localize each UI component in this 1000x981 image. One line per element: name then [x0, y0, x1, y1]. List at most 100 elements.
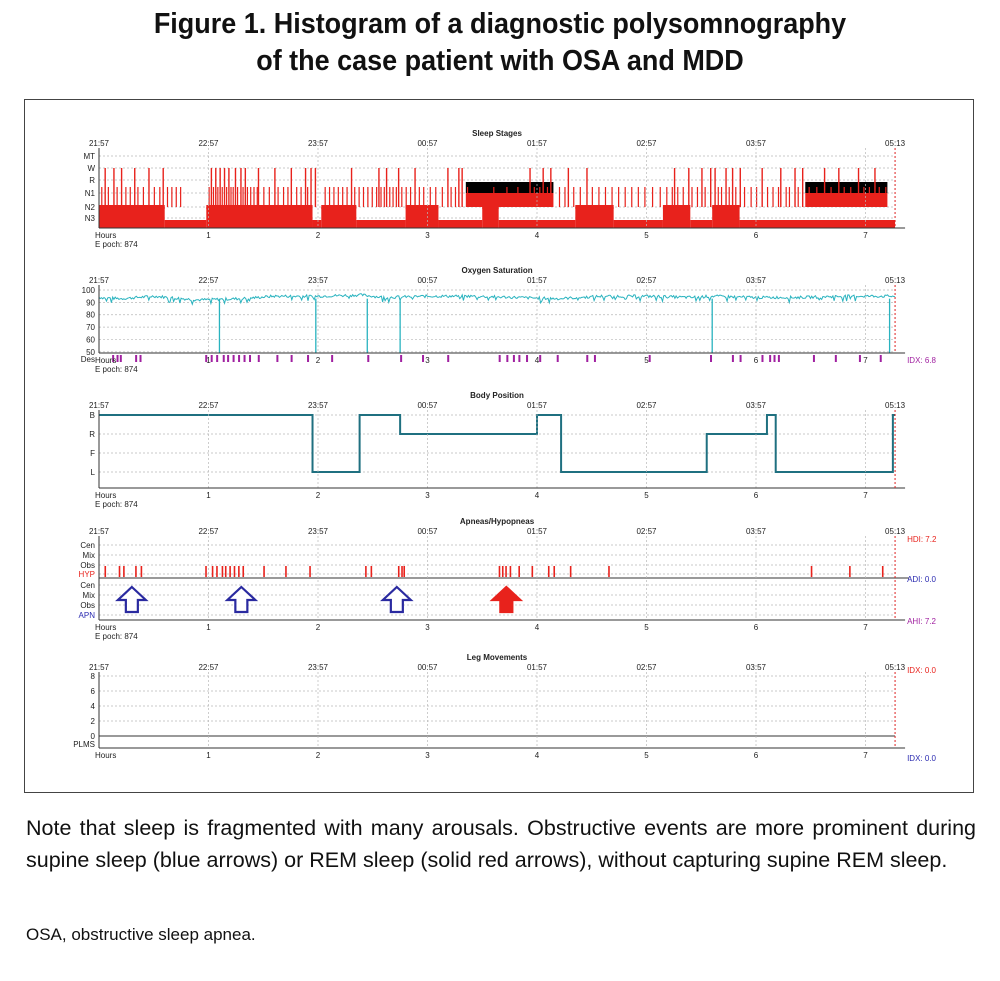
desaturation-event: [238, 355, 241, 362]
n1-arousal-spike: [166, 187, 169, 207]
stage-label: N3: [85, 214, 96, 223]
desaturation-event: [812, 355, 815, 362]
wake-arousal-spike: [104, 168, 106, 207]
desaturation-event: [119, 355, 122, 362]
desat-index-label: IDX: 6.8: [907, 356, 936, 365]
n1-arousal-spike: [450, 187, 452, 207]
clock-tick-label: 23:57: [308, 663, 329, 672]
hyp-row-label: Cen: [80, 541, 95, 550]
clock-tick-label: 01:57: [527, 663, 548, 672]
n1-arousal-spike: [125, 187, 127, 207]
n1-arousal-spike: [101, 187, 103, 207]
position-label: R: [89, 430, 95, 439]
hour-tick-label: 6: [754, 356, 759, 365]
wake-arousal-spike: [304, 168, 307, 207]
apn-row-label: APN: [79, 611, 96, 620]
hypopnea-event: [569, 566, 572, 577]
clock-tick-label: 03:57: [746, 527, 767, 536]
n1-arousal-spike: [671, 187, 673, 207]
clock-tick-label: 03:57: [746, 139, 767, 148]
n2-sleep-block: [690, 220, 713, 228]
n1-arousal-spike: [743, 187, 746, 207]
rem-red-arrow: [489, 585, 524, 614]
hypopnea-event: [123, 566, 125, 577]
n2-sleep-block: [164, 220, 207, 228]
n1-arousal-spike: [409, 187, 412, 207]
n1-arousal-spike: [253, 187, 255, 207]
hour-tick-label: 1: [206, 491, 211, 500]
n1-arousal-spike: [651, 187, 654, 207]
desaturation-event: [879, 355, 882, 362]
n1-arousal-spike: [405, 187, 407, 207]
clock-tick-label: 00:57: [417, 401, 438, 410]
n1-arousal-spike: [358, 187, 360, 207]
n1-arousal-spike: [242, 187, 244, 207]
desaturation-event: [506, 355, 509, 362]
hour-tick-label: 5: [644, 623, 649, 632]
clock-tick-label: 00:57: [417, 139, 438, 148]
n1-arousal-spike: [221, 187, 223, 207]
hour-tick-label: 1: [206, 356, 211, 365]
figure-title-line-1: Figure 1. Histogram of a diagnostic poly…: [153, 8, 847, 40]
desaturation-event: [422, 355, 425, 362]
clock-tick-label: 23:57: [308, 276, 329, 285]
n2-sleep-block: [312, 220, 322, 228]
rem-red-underfill: [805, 193, 888, 207]
hour-tick-label: 7: [863, 491, 868, 500]
hour-tick-label: 4: [535, 356, 540, 365]
leg-tick-label: 0: [91, 732, 96, 741]
polysomnography-histogram-frame: MT W R N1 N2 N3 Sleep Stages 21:57 22:57 23:57 00:…: [24, 99, 974, 793]
n1-arousal-spike: [333, 187, 335, 207]
hypopnea-event: [553, 566, 556, 577]
spo2-tick-label: 90: [86, 298, 95, 307]
wake-arousal-spike: [223, 168, 226, 207]
n1-arousal-spike: [756, 187, 758, 207]
wake-arousal-spike: [162, 168, 164, 207]
hour-tick-label: 5: [644, 231, 649, 240]
n1-arousal-spike: [217, 187, 219, 207]
wake-arousal-spike: [120, 168, 123, 207]
n2-boundary-bar: [405, 205, 439, 209]
n1-arousal-spike: [691, 187, 693, 207]
figure-title-line-2: of the case patient with OSA and MDD: [256, 45, 744, 77]
wake-arousal-spike: [290, 168, 293, 207]
n1-arousal-spike: [659, 187, 661, 207]
n1-arousal-spike: [171, 187, 173, 207]
leg-tick-label: 8: [91, 672, 96, 681]
hypopnea-event: [216, 566, 218, 577]
wake-arousal-spike: [761, 168, 763, 207]
epoch-label: E poch: 874: [95, 240, 138, 249]
desaturation-event: [586, 355, 589, 362]
wake-arousal-spike: [113, 168, 115, 207]
rem-period-bar: [465, 182, 554, 193]
n1-arousal-spike: [142, 187, 144, 207]
n1-arousal-spike: [392, 187, 394, 207]
n1-arousal-spike: [720, 187, 723, 207]
clock-tick-label: 21:57: [89, 276, 110, 285]
wake-arousal-spike: [458, 168, 460, 207]
hour-tick-label: 6: [754, 231, 759, 240]
figure-title: Figure 1. Histogram of a diagnostic poly…: [35, 6, 965, 80]
hour-tick-label: 1: [206, 231, 211, 240]
n1-arousal-spike: [362, 187, 365, 207]
desaturation-event: [777, 355, 780, 362]
wake-arousal-spike: [838, 168, 840, 207]
hypopnea-event: [211, 566, 214, 577]
wake-arousal-spike: [874, 168, 876, 207]
spo2-tick-label: 50: [86, 348, 95, 357]
wake-arousal-spike: [228, 168, 230, 207]
hypopnea-event: [118, 566, 121, 577]
n1-arousal-spike: [797, 187, 799, 207]
n2-sleep-block: [613, 220, 663, 228]
hour-tick-label: 3: [425, 491, 430, 500]
wake-arousal-spike: [714, 168, 716, 207]
wake-arousal-spike: [385, 168, 388, 207]
hypopnea-event: [263, 566, 265, 577]
clock-tick-label: 03:57: [746, 401, 767, 410]
stage-label: R: [89, 176, 95, 185]
n1-arousal-spike: [354, 187, 356, 207]
epoch-label: E poch: 874: [95, 632, 138, 641]
clock-tick-label: 02:57: [636, 663, 657, 672]
n1-arousal-spike: [772, 187, 774, 207]
wake-arousal-spike: [710, 168, 712, 207]
